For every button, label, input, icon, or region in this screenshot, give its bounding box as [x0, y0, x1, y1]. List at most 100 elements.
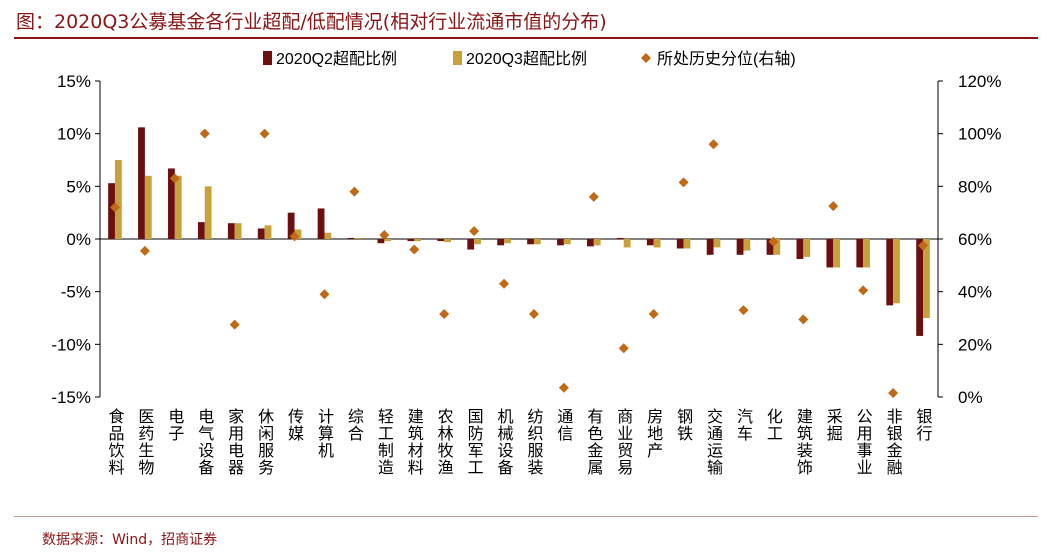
bar-2020q3: [533, 239, 541, 245]
bar-2020q2: [257, 228, 265, 239]
percentile-point: [798, 314, 809, 325]
category-label: 银行: [914, 408, 933, 442]
bar-2020q2: [826, 239, 834, 268]
bar-2020q3: [264, 225, 272, 239]
bar-2020q2: [437, 239, 445, 242]
left-tick-label: 0%: [66, 230, 91, 249]
bar-2020q2: [227, 223, 235, 239]
percentile-point: [199, 128, 210, 139]
percentile-point: [109, 202, 120, 213]
left-tick-label: -10%: [51, 335, 91, 354]
bar-2020q3: [354, 237, 362, 239]
bar-2020q2: [168, 168, 175, 239]
percentile-point: [469, 226, 480, 237]
category-label: 交通运输: [704, 408, 723, 476]
percentile-point: [439, 309, 450, 320]
bar-2020q2: [317, 208, 325, 239]
bar-2020q3: [833, 239, 841, 268]
category-label: 公用事业: [854, 408, 873, 476]
category-label: 建筑材料: [405, 408, 424, 476]
percentile-point: [528, 309, 539, 320]
category-label: 电子: [165, 408, 184, 442]
bar-2020q3: [294, 229, 302, 239]
legend-label-2020q3: 2020Q3超配比例: [466, 50, 587, 68]
percentile-point: [259, 128, 270, 139]
legend-label-2020q2: 2020Q2超配比例: [276, 50, 397, 68]
percentile-point: [319, 289, 330, 300]
percentile-point: [918, 240, 929, 251]
bar-2020q2: [467, 239, 475, 250]
bar-2020q3: [324, 232, 332, 239]
bar-2020q2: [497, 239, 505, 246]
percentile-point: [708, 139, 719, 150]
bar-2020q2: [856, 239, 864, 268]
bar-2020q3: [893, 239, 900, 304]
chart-title: 图：2020Q3公募基金各行业超配/低配情况(相对行业流通市值的分布): [16, 11, 607, 33]
left-tick-label: 5%: [66, 177, 91, 196]
percentile-point: [678, 177, 689, 188]
category-label: 轻工制造: [375, 408, 394, 476]
bar-2020q3: [863, 239, 870, 268]
left-tick-label: -5%: [61, 283, 91, 302]
bar-2020q3: [653, 239, 661, 248]
bar-2020q2: [197, 222, 205, 239]
bar-2020q2: [557, 239, 564, 246]
category-label: 有色金属: [584, 408, 603, 476]
category-label: 电气设备: [195, 408, 214, 476]
percentile-point: [409, 244, 420, 255]
bar-2020q3: [414, 239, 422, 242]
bar-2020q2: [706, 239, 714, 255]
right-tick-label: 100%: [958, 125, 1001, 144]
category-label: 医药生物: [135, 408, 154, 476]
percentile-point: [139, 245, 150, 256]
bar-2020q3: [174, 175, 182, 239]
legend-swatch-percentile: [641, 53, 651, 63]
right-tick-label: 80%: [958, 177, 992, 196]
category-label: 纺织服装: [524, 408, 543, 476]
points: [109, 128, 929, 399]
right-tick-label: 120%: [958, 72, 1001, 91]
category-label: 食品饮料: [105, 408, 124, 476]
left-tick-label: 15%: [57, 72, 91, 91]
bar-2020q3: [384, 239, 392, 242]
title-underline: [14, 37, 1038, 39]
bar-2020q2: [886, 239, 894, 306]
category-label: 化工: [764, 408, 783, 442]
percentile-point: [349, 186, 360, 197]
legend-label-percentile: 所处历史分位(右轴): [657, 50, 796, 68]
bar-2020q2: [527, 239, 534, 245]
bar-2020q2: [287, 212, 295, 239]
source-note: 数据来源：Wind，招商证券: [42, 532, 218, 548]
bar-2020q2: [646, 239, 654, 246]
percentile-point: [828, 201, 839, 212]
percentile-point: [499, 278, 510, 289]
percentile-point: [229, 319, 240, 330]
category-label: 机械设备: [495, 408, 514, 476]
percentile-point: [738, 305, 749, 316]
percentile-point: [588, 191, 599, 202]
bar-2020q3: [683, 239, 691, 249]
bar-2020q3: [743, 239, 751, 251]
bar-2020q3: [713, 239, 721, 248]
legend-swatch-2020q2: [263, 51, 272, 65]
bar-2020q3: [234, 223, 242, 239]
bar-2020q3: [923, 239, 930, 318]
right-tick-label: 0%: [958, 388, 983, 407]
right-tick-label: 60%: [958, 230, 992, 249]
bar-2020q2: [407, 239, 415, 242]
bar-2020q2: [616, 237, 624, 239]
percentile-point: [169, 173, 180, 184]
bar-2020q3: [144, 175, 152, 239]
bar-2020q2: [138, 127, 145, 239]
percentile-point: [379, 230, 390, 241]
category-label: 计算机: [315, 408, 334, 459]
category-label: 商业贸易: [614, 408, 633, 476]
percentile-point: [648, 309, 659, 320]
left-tick-label: 10%: [57, 125, 91, 144]
bar-2020q2: [347, 237, 355, 239]
category-label: 汽车: [734, 408, 753, 442]
category-label: 综合: [345, 408, 364, 442]
bars: [108, 127, 930, 336]
percentile-point: [768, 236, 779, 247]
bar-2020q3: [803, 239, 811, 257]
